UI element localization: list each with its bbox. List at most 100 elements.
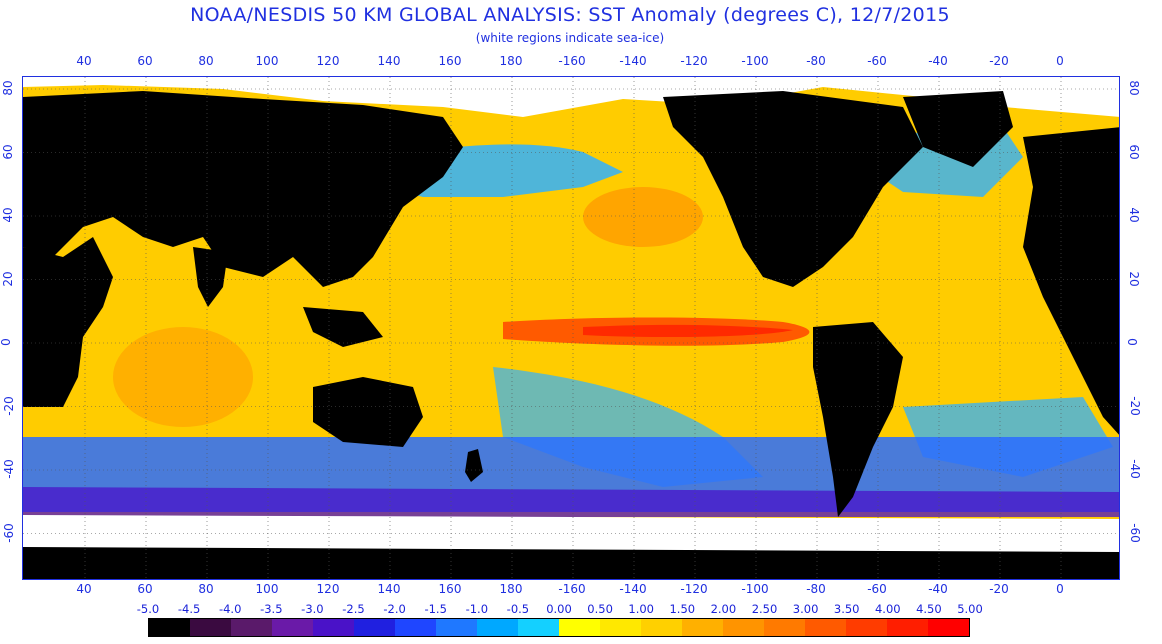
colorbar-swatch [395, 619, 436, 636]
india-landmass [193, 247, 228, 307]
south-america-landmass [813, 322, 903, 517]
colorbar-swatch [723, 619, 764, 636]
right-lat-tick: 60 [1126, 143, 1141, 160]
top-lon-tick: -40 [928, 54, 948, 68]
left-lat-tick: -20 [1, 395, 16, 416]
left-lat-tick: -60 [1, 522, 16, 543]
bottom-lon-tick: -60 [867, 582, 887, 596]
top-lon-tick: 140 [377, 54, 401, 68]
bottom-lon-tick: 180 [499, 582, 523, 596]
colorbar-swatch [518, 619, 559, 636]
right-lat-tick: 40 [1126, 207, 1141, 223]
bottom-lon-tick: -160 [558, 582, 586, 596]
colorbar-label: -3.5 [260, 602, 283, 616]
left-lat-tick: 0 [0, 338, 13, 346]
top-lon-tick: 0 [1056, 54, 1064, 68]
top-lon-tick: 120 [316, 54, 340, 68]
colorbar-label: -0.5 [506, 602, 530, 616]
colorbar [148, 618, 970, 637]
right-lat-tick: 20 [1126, 270, 1141, 287]
colorbar-label: -5.0 [136, 602, 160, 616]
sst-map-canvas [23, 77, 1119, 579]
colorbar-label: -4.5 [177, 602, 201, 616]
bottom-lon-tick: 80 [198, 582, 214, 596]
colorbar-labels: -5.0 -4.5 -4.0 -3.5 -3.0 -2.5 -2.0 -1.5 -1.0 -0.5… [124, 602, 984, 616]
bottom-lon-tick: -100 [741, 582, 769, 596]
graticule-grid [23, 77, 1119, 579]
top-lon-tick: 60 [137, 54, 153, 68]
right-lat-tick: 0 [1124, 338, 1139, 346]
bottom-lon-tick: -40 [928, 582, 948, 596]
bottom-lon-tick: 40 [76, 582, 92, 596]
colorbar-label: 3.00 [792, 602, 819, 616]
bottom-lon-tick: -120 [680, 582, 708, 596]
colorbar-swatch [805, 619, 846, 636]
colorbar-label: 1.00 [628, 602, 654, 616]
bottom-longitude-labels: 40 60 80 100 120 140 160 180 -160 -140 -120 -100 -80… [22, 582, 1120, 596]
bottom-lon-tick: 140 [377, 582, 401, 596]
colorbar-label: -2.0 [383, 602, 406, 616]
top-lon-tick: 100 [255, 54, 279, 68]
right-lat-tick: -60 [1127, 522, 1142, 543]
colorbar-label: 4.00 [874, 602, 901, 616]
top-lon-tick: 180 [499, 54, 523, 68]
top-lon-tick: 160 [438, 54, 462, 68]
right-lat-tick: -40 [1127, 459, 1142, 479]
australia-landmass [313, 377, 423, 447]
colorbar-label: 0.00 [546, 602, 572, 616]
map-subtitle: (white regions indicate sea-ice) [475, 31, 665, 45]
colorbar-label: 1.50 [669, 602, 696, 616]
left-latitude-labels: 80 60 40 20 0 -20 -40 -60 [0, 76, 18, 580]
colorbar-label: -4.0 [218, 602, 242, 616]
bottom-lon-tick: -140 [619, 582, 647, 596]
colorbar-label: 2.50 [751, 602, 778, 616]
colorbar-label: -3.0 [301, 602, 324, 616]
colorbar-swatch [149, 619, 190, 636]
top-lon-tick: 40 [76, 54, 92, 68]
europe-africa-east-landmass [1023, 127, 1119, 435]
left-lat-tick: 20 [0, 270, 15, 287]
top-lon-tick: -140 [619, 54, 647, 68]
top-lon-tick: -160 [558, 54, 586, 68]
bottom-lon-tick: 100 [255, 582, 279, 596]
antarctica-landmass [23, 547, 1119, 579]
africa-landmass [23, 237, 113, 407]
colorbar-swatch [272, 619, 313, 636]
northeast-pacific-warm-blob [583, 187, 703, 247]
southeast-asia-islands [303, 307, 383, 347]
bottom-lon-tick: 120 [316, 582, 340, 596]
colorbar-swatch [354, 619, 395, 636]
bottom-lon-tick: -20 [989, 582, 1009, 596]
colorbar-label: 4.50 [916, 602, 942, 616]
colorbar-swatch [682, 619, 723, 636]
sst-anomaly-map [22, 76, 1120, 580]
right-lat-tick: 80 [1126, 80, 1141, 96]
colorbar-swatch [477, 619, 518, 636]
colorbar-swatch [641, 619, 682, 636]
colorbar-label: -1.0 [465, 602, 489, 616]
colorbar-swatch [559, 619, 600, 636]
bottom-lon-tick: -80 [806, 582, 826, 596]
left-lat-tick: -40 [1, 459, 16, 479]
colorbar-swatch [600, 619, 641, 636]
colorbar-swatch [928, 619, 969, 636]
colorbar-swatch [313, 619, 354, 636]
el-nino-core [583, 324, 793, 338]
bottom-lon-tick: 60 [137, 582, 153, 596]
colorbar-label: 5.00 [957, 602, 983, 616]
colorbar-swatch [764, 619, 805, 636]
arctic-sea-ice [23, 77, 1119, 117]
top-lon-tick: 80 [198, 54, 214, 68]
new-zealand-landmass [465, 449, 483, 482]
top-lon-tick: -60 [867, 54, 887, 68]
left-lat-tick: 60 [0, 143, 15, 160]
top-lon-tick: -80 [806, 54, 826, 68]
colorbar-swatch [231, 619, 272, 636]
eurasia-landmass [23, 91, 463, 287]
top-lon-tick: -100 [741, 54, 769, 68]
colorbar-swatch [887, 619, 928, 636]
colorbar-label: -2.5 [342, 602, 365, 616]
indian-ocean-warm-patch [113, 327, 253, 427]
bottom-lon-tick: 0 [1056, 582, 1064, 596]
top-longitude-labels: 40 60 80 100 120 140 160 180 -160 -140 -120 -100 -80… [22, 54, 1120, 68]
